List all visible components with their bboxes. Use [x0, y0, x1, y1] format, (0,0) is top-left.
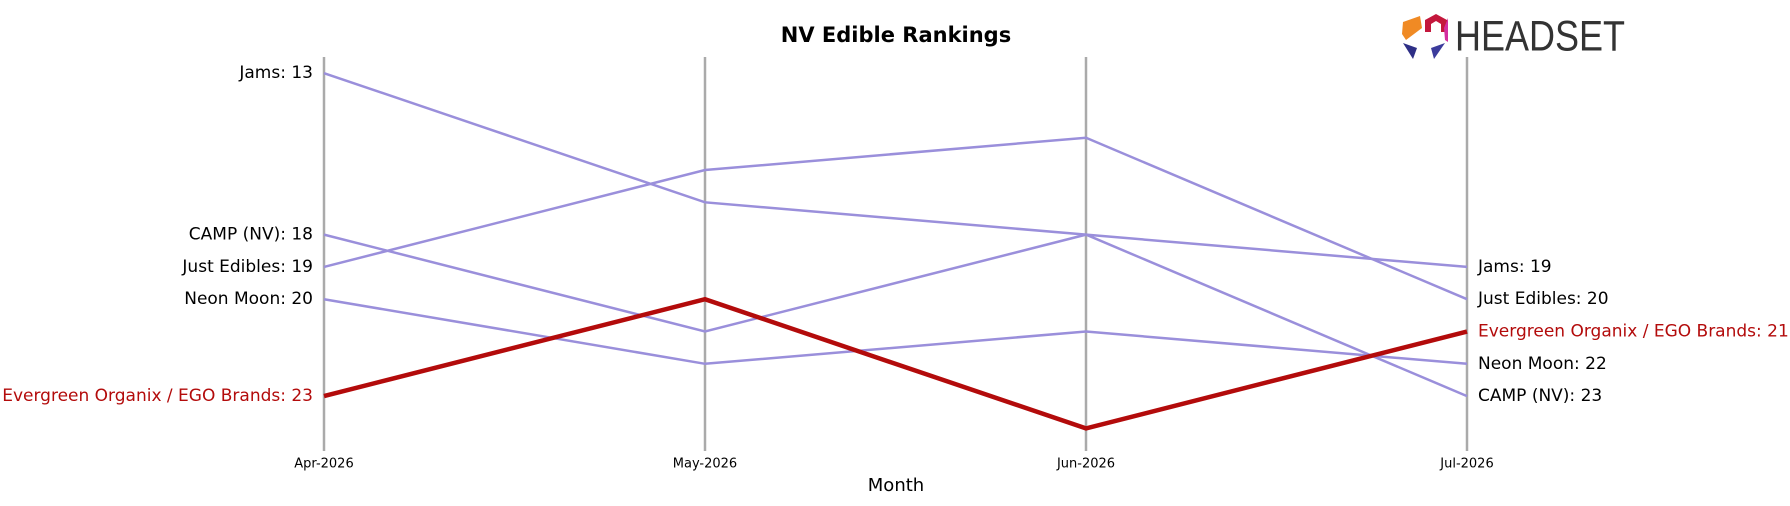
- end-label: CAMP (NV): 18: [189, 225, 313, 245]
- series-line: [323, 136, 1468, 301]
- end-label: Evergreen Organix / EGO Brands: 21: [1478, 322, 1789, 342]
- logo-icon: [1431, 43, 1445, 59]
- end-label: Jams: 13: [238, 63, 313, 83]
- logo: HEADSET: [1402, 12, 1625, 60]
- end-label: CAMP (NV): 23: [1478, 386, 1602, 406]
- x-tick-label: Jul-2026: [1439, 457, 1493, 472]
- end-label: Neon Moon: 22: [1478, 354, 1607, 374]
- x-axis-label: Month: [868, 475, 924, 496]
- end-label: Just Edibles: 19: [181, 257, 313, 277]
- end-label: Just Edibles: 20: [1477, 289, 1609, 309]
- series-line: [323, 233, 1468, 398]
- chart-title: NV Edible Rankings: [781, 23, 1011, 47]
- logo-text: HEADSET: [1455, 12, 1625, 60]
- series-line: [323, 71, 1468, 269]
- logo-icon: [1403, 43, 1417, 59]
- series-line: [323, 296, 1468, 431]
- logo-icon: [1402, 16, 1422, 40]
- logo-icon: [1425, 14, 1447, 32]
- end-label: Evergreen Organix / EGO Brands: 23: [2, 386, 313, 406]
- logo-icon: [1444, 18, 1448, 42]
- x-tick-label: Apr-2026: [294, 457, 353, 472]
- end-label: Jams: 19: [1477, 257, 1552, 277]
- end-label: Neon Moon: 20: [184, 289, 313, 309]
- x-tick-label: May-2026: [673, 457, 737, 472]
- x-tick-label: Jun-2026: [1056, 457, 1115, 472]
- series-line: [323, 297, 1468, 366]
